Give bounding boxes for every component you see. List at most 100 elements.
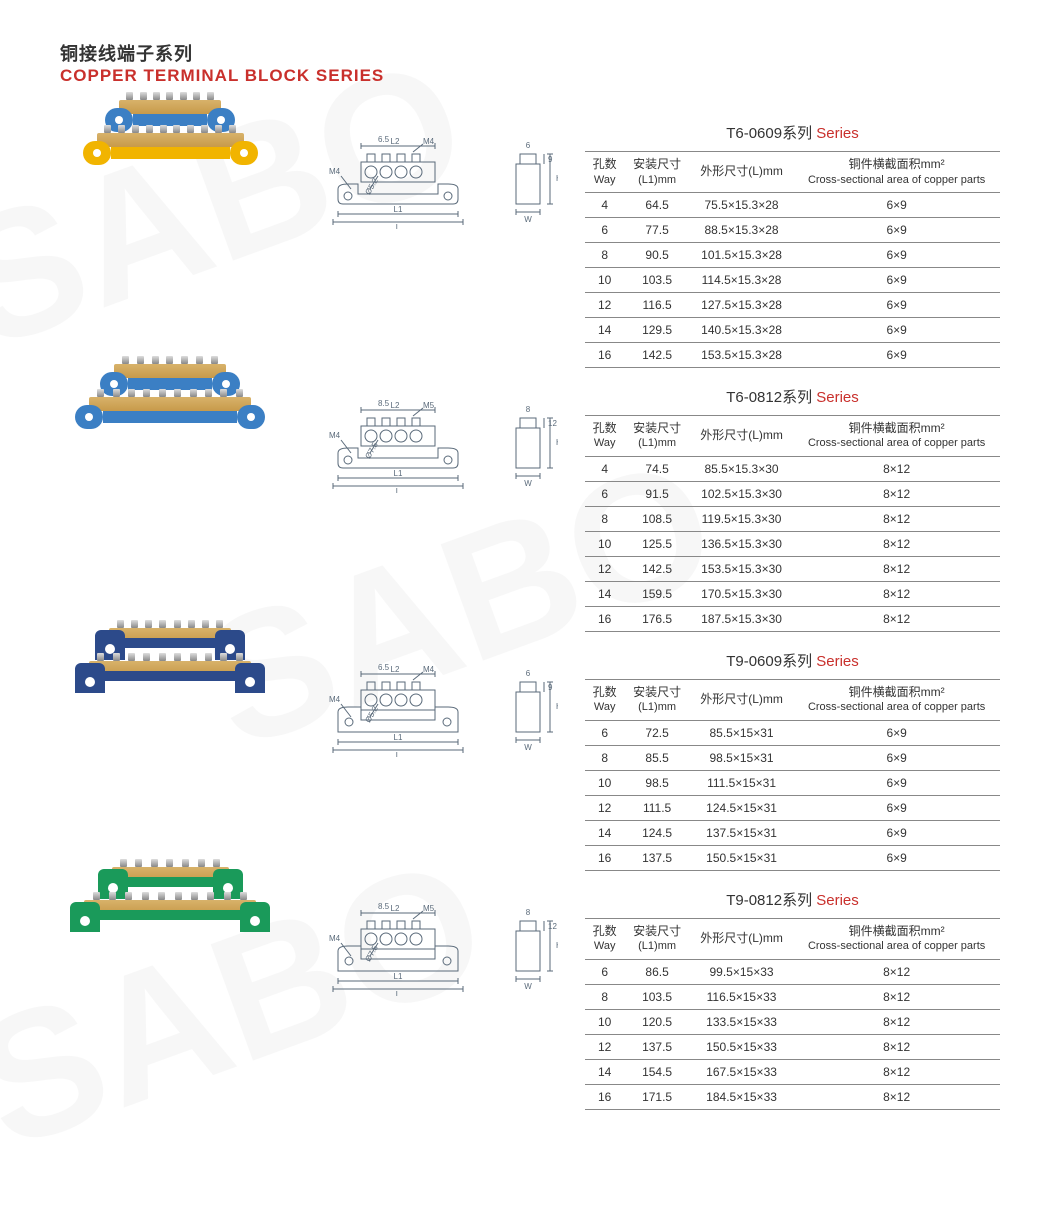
col-way: 孔数Way (585, 152, 624, 193)
cell-cross: 8×12 (793, 606, 1000, 631)
col-install: 安装尺寸(L1)mm (624, 679, 690, 720)
svg-text:L: L (395, 223, 400, 229)
col-install: 安装尺寸(L1)mm (624, 415, 690, 456)
technical-drawing-front: L2 L1 L 6.5 M4 M4 Ø5.2 (323, 134, 493, 229)
cell-cross: 8×12 (793, 1009, 1000, 1034)
series-section-t6_0812: L2 L1 L 8.5 M5 M4 Ø7.5 8 12 H W T6-0812系… (60, 378, 1000, 632)
series-title: T6-0812系列 Series (585, 386, 1000, 407)
cell-outline: 127.5×15.3×28 (690, 292, 793, 317)
cell-outline: 187.5×15.3×30 (690, 606, 793, 631)
cell-l1: 77.5 (624, 217, 690, 242)
cell-cross: 8×12 (793, 456, 1000, 481)
cell-l1: 72.5 (624, 720, 690, 745)
table-column: T6-0812系列 Series 孔数Way 安装尺寸(L1)mm 外形尺寸(L… (585, 378, 1000, 632)
cell-way: 14 (585, 1059, 624, 1084)
technical-drawing-side: 8 12 H W (508, 398, 558, 493)
svg-text:6.5: 6.5 (378, 663, 390, 672)
cell-outline: 153.5×15.3×30 (690, 556, 793, 581)
spec-table: 孔数Way 安装尺寸(L1)mm 外形尺寸(L)mm 铜件横截面积mm²Cros… (585, 918, 1000, 1110)
spec-table: 孔数Way 安装尺寸(L1)mm 外形尺寸(L)mm 铜件横截面积mm²Cros… (585, 679, 1000, 871)
cell-l1: 108.5 (624, 506, 690, 531)
cell-way: 16 (585, 845, 624, 870)
spec-table: 孔数Way 安装尺寸(L1)mm 外形尺寸(L)mm 铜件横截面积mm²Cros… (585, 415, 1000, 632)
svg-text:M4: M4 (329, 934, 341, 943)
cell-outline: 85.5×15×31 (690, 720, 793, 745)
svg-text:Ø5.2: Ø5.2 (363, 704, 380, 724)
product-image-column (60, 114, 295, 165)
product-image-column (60, 881, 295, 932)
svg-text:M5: M5 (423, 401, 435, 410)
table-row: 14 154.5 167.5×15×33 8×12 (585, 1059, 1000, 1084)
cell-way: 16 (585, 342, 624, 367)
cell-l1: 137.5 (624, 845, 690, 870)
table-row: 6 77.5 88.5×15.3×28 6×9 (585, 217, 1000, 242)
cell-cross: 6×9 (793, 292, 1000, 317)
product-image-column (60, 642, 295, 693)
table-row: 10 120.5 133.5×15×33 8×12 (585, 1009, 1000, 1034)
cell-outline: 167.5×15×33 (690, 1059, 793, 1084)
table-row: 10 98.5 111.5×15×31 6×9 (585, 770, 1000, 795)
svg-text:L: L (395, 990, 400, 996)
cell-cross: 8×12 (793, 959, 1000, 984)
cell-cross: 6×9 (793, 770, 1000, 795)
table-row: 10 103.5 114.5×15.3×28 6×9 (585, 267, 1000, 292)
cell-outline: 101.5×15.3×28 (690, 242, 793, 267)
cell-cross: 6×9 (793, 845, 1000, 870)
svg-text:Ø7.5: Ø7.5 (363, 943, 380, 963)
cell-l1: 103.5 (624, 267, 690, 292)
cell-l1: 129.5 (624, 317, 690, 342)
spec-table: 孔数Way 安装尺寸(L1)mm 外形尺寸(L)mm 铜件横截面积mm²Cros… (585, 151, 1000, 368)
cell-outline: 99.5×15×33 (690, 959, 793, 984)
page-title-en: COPPER TERMINAL BLOCK SERIES (60, 66, 1000, 86)
cell-way: 10 (585, 531, 624, 556)
cell-way: 6 (585, 481, 624, 506)
table-column: T9-0812系列 Series 孔数Way 安装尺寸(L1)mm 外形尺寸(L… (585, 881, 1000, 1110)
cell-way: 12 (585, 556, 624, 581)
table-row: 12 137.5 150.5×15×33 8×12 (585, 1034, 1000, 1059)
svg-text:L2: L2 (390, 137, 399, 146)
cell-l1: 125.5 (624, 531, 690, 556)
svg-text:H: H (556, 174, 558, 183)
cell-cross: 8×12 (793, 1034, 1000, 1059)
table-row: 8 108.5 119.5×15.3×30 8×12 (585, 506, 1000, 531)
cell-way: 8 (585, 745, 624, 770)
svg-text:12: 12 (548, 922, 557, 931)
product-image-column (60, 378, 295, 429)
col-install: 安装尺寸(L1)mm (624, 152, 690, 193)
cell-cross: 6×9 (793, 267, 1000, 292)
cell-outline: 133.5×15×33 (690, 1009, 793, 1034)
cell-l1: 90.5 (624, 242, 690, 267)
technical-drawing-front: L2 L1 L 6.5 M4 M4 Ø5.2 (323, 662, 493, 757)
cell-way: 8 (585, 506, 624, 531)
svg-text:W: W (524, 215, 532, 224)
series-title: T6-0609系列 Series (585, 122, 1000, 143)
cell-way: 6 (585, 217, 624, 242)
cell-way: 14 (585, 581, 624, 606)
svg-text:L1: L1 (393, 733, 402, 742)
table-row: 6 91.5 102.5×15.3×30 8×12 (585, 481, 1000, 506)
cell-l1: 111.5 (624, 795, 690, 820)
series-section-t6_0609: L2 L1 L 6.5 M4 M4 Ø5.2 6 9 H W T6-0609系列… (60, 114, 1000, 368)
table-row: 4 74.5 85.5×15.3×30 8×12 (585, 456, 1000, 481)
cell-outline: 170.5×15.3×30 (690, 581, 793, 606)
cell-l1: 98.5 (624, 770, 690, 795)
col-outline: 外形尺寸(L)mm (690, 152, 793, 193)
cell-outline: 184.5×15×33 (690, 1084, 793, 1109)
cell-cross: 8×12 (793, 581, 1000, 606)
svg-text:L1: L1 (393, 972, 402, 981)
table-row: 12 111.5 124.5×15×31 6×9 (585, 795, 1000, 820)
cell-way: 10 (585, 267, 624, 292)
cell-outline: 136.5×15.3×30 (690, 531, 793, 556)
svg-text:L1: L1 (393, 469, 402, 478)
table-row: 8 103.5 116.5×15×33 8×12 (585, 984, 1000, 1009)
cell-l1: 142.5 (624, 556, 690, 581)
cell-way: 16 (585, 606, 624, 631)
cell-way: 10 (585, 770, 624, 795)
cell-cross: 8×12 (793, 506, 1000, 531)
cell-way: 6 (585, 720, 624, 745)
svg-text:H: H (556, 941, 558, 950)
cell-way: 12 (585, 292, 624, 317)
col-way: 孔数Way (585, 679, 624, 720)
svg-text:M4: M4 (329, 431, 341, 440)
svg-text:L1: L1 (393, 205, 402, 214)
